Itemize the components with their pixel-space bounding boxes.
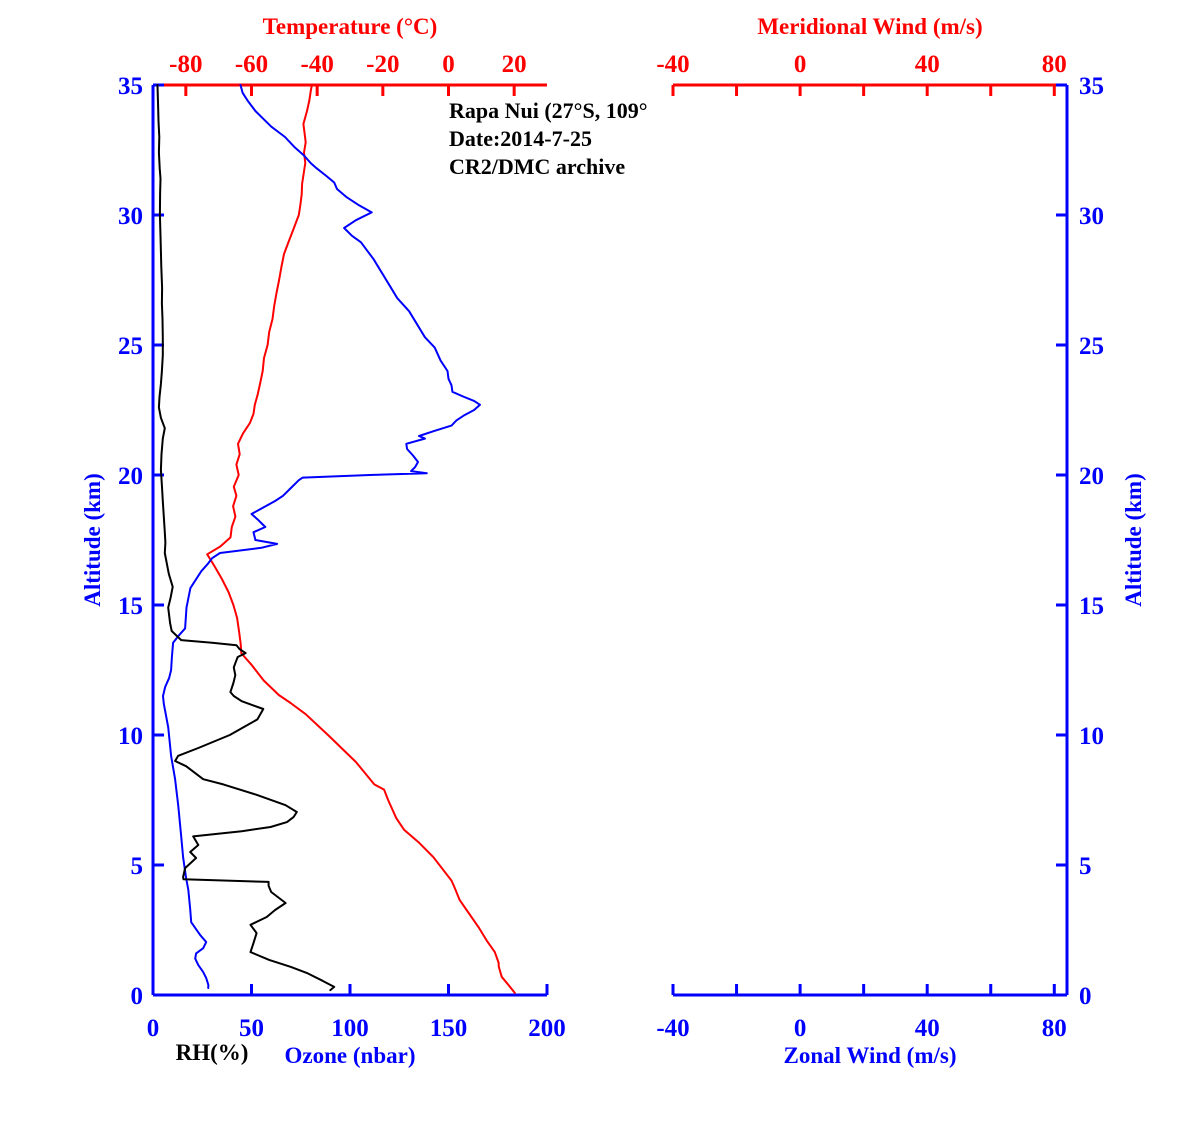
tick-label: -20 [366, 51, 399, 78]
rh-axis-title: RH(%) [175, 1040, 249, 1065]
tick-label: 0 [131, 983, 144, 1010]
tick-label: -60 [235, 51, 268, 78]
tick-label: 20 [1079, 463, 1104, 490]
tick-label: -40 [656, 51, 689, 78]
temperature-curve [206, 84, 516, 994]
left-panel: -80 -60 -40 -20 0 200 50 100 150 2000510152025303… [118, 51, 566, 1042]
tick-label: 15 [1079, 593, 1104, 620]
meridional-axis-title: Meridional Wind (m/s) [757, 14, 983, 39]
tick-label: -40 [656, 1015, 689, 1042]
tick-label: 35 [1079, 73, 1104, 100]
tick-label: 0 [1079, 983, 1092, 1010]
temperature-axis-title: Temperature (°C) [262, 14, 438, 39]
tick-label: 25 [118, 333, 143, 360]
tick-label: 50 [239, 1015, 264, 1042]
annotation-station: Rapa Nui (27°S, 109° [449, 98, 648, 123]
tick-label: 10 [118, 723, 143, 750]
altitude-axis-title-right: Altitude (km) [1121, 473, 1146, 607]
tick-label: 100 [331, 1015, 369, 1042]
tick-label: 25 [1079, 333, 1104, 360]
zonal-axis-title: Zonal Wind (m/s) [783, 1043, 957, 1068]
tick-label: 0 [794, 1015, 807, 1042]
rh-curve [156, 84, 336, 992]
tick-label: 30 [1079, 203, 1104, 230]
annotation-date: Date:2014-7-25 [449, 126, 592, 151]
tick-label: 150 [430, 1015, 468, 1042]
tick-label: 20 [118, 463, 143, 490]
tick-label: 5 [1079, 853, 1092, 880]
right-panel: -40 0 40 80 -40 0 40 80 0 5 10 15 20 25 30 35 [656, 51, 1104, 1042]
altitude-axis-title-left: Altitude (km) [80, 473, 105, 607]
tick-label: -80 [169, 51, 202, 78]
ozone-curve [162, 84, 481, 989]
tick-label: 0 [442, 51, 455, 78]
tick-label: 15 [118, 593, 143, 620]
ozone-axis-title: Ozone (nbar) [284, 1043, 416, 1068]
tick-label: 40 [915, 51, 940, 78]
tick-label: 10 [1079, 723, 1104, 750]
tick-label: 30 [118, 203, 143, 230]
tick-label: 40 [915, 1015, 940, 1042]
annotation-block: Rapa Nui (27°S, 109° Date:2014-7-25 CR2/… [449, 97, 648, 181]
tick-label: 80 [1042, 1015, 1067, 1042]
tick-label: 0 [147, 1015, 160, 1042]
tick-label: 200 [528, 1015, 566, 1042]
tick-label: -40 [301, 51, 334, 78]
annotation-archive: CR2/DMC archive [449, 154, 626, 179]
tick-label: 20 [502, 51, 527, 78]
tick-label: 35 [118, 73, 143, 100]
tick-label: 80 [1042, 51, 1067, 78]
tick-label: 0 [794, 51, 807, 78]
tick-label: 5 [131, 853, 144, 880]
